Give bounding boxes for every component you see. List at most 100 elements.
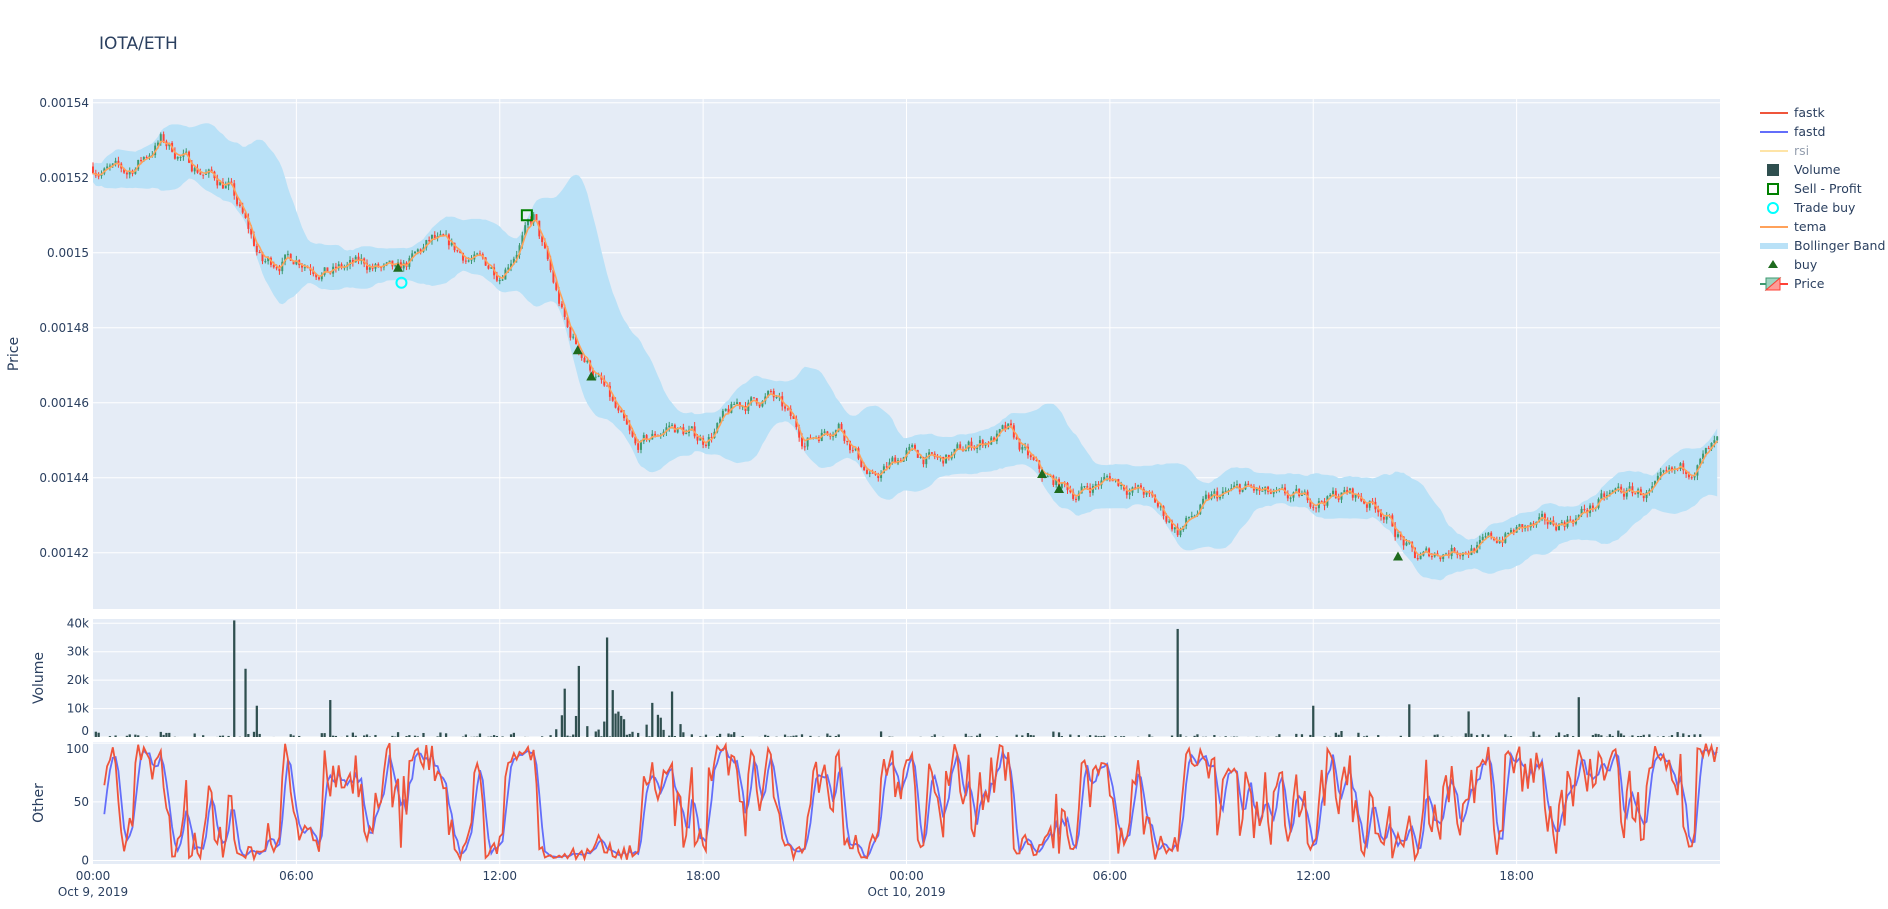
candle-body [736, 402, 739, 405]
buy-marker [586, 371, 597, 381]
candle-body [521, 235, 524, 246]
volume-bar [679, 724, 682, 737]
candle-body [956, 444, 959, 449]
candle-body [145, 157, 148, 159]
candle [264, 258, 267, 264]
candle-body [1261, 490, 1264, 492]
price-axis-title: Price [6, 337, 22, 371]
candle [1428, 547, 1431, 558]
candle [1354, 493, 1357, 502]
volume-bar [227, 735, 230, 737]
candle-body [264, 261, 267, 263]
volume-bar [670, 691, 674, 737]
volume-bar [258, 733, 261, 737]
candle-body [786, 408, 789, 410]
volume-bar [1699, 734, 1702, 737]
candle [1026, 443, 1029, 459]
volume-bar [597, 729, 600, 737]
candle [970, 437, 973, 451]
candle [1707, 445, 1710, 450]
candle [1651, 482, 1654, 493]
candle-body [255, 245, 258, 253]
legend-item-fastk[interactable]: fastk [1760, 105, 1825, 120]
trade-buy-marker [395, 276, 408, 289]
candle-body [303, 267, 306, 269]
candle-body [849, 441, 851, 451]
candle-body [1656, 475, 1659, 482]
candle-body [583, 357, 586, 363]
candle-body [1645, 492, 1648, 499]
candle [959, 441, 962, 450]
candle-body [1368, 500, 1371, 508]
candle [1108, 472, 1111, 482]
candle [1512, 528, 1515, 536]
legend-item-trade-buy[interactable]: Trade buy [1767, 200, 1856, 215]
candle-body [1487, 532, 1490, 537]
volume-bar [1617, 730, 1620, 737]
fastk-line [103, 741, 1719, 863]
candle-body [699, 438, 702, 441]
candle-body [1001, 425, 1004, 430]
legend-item-tema[interactable]: tema [1760, 219, 1826, 234]
candle-body [1046, 476, 1049, 478]
volume-bar [247, 733, 250, 737]
volume-bar [631, 731, 634, 737]
legend-label: tema [1794, 219, 1826, 234]
candle-body [1052, 475, 1055, 485]
candle-body [1086, 486, 1089, 488]
volume-bar [405, 736, 408, 737]
candle-body [1021, 447, 1024, 450]
legend-item-buy[interactable]: buy [1768, 257, 1818, 272]
legend-item-price[interactable]: Price [1760, 276, 1825, 292]
candle-body [1399, 534, 1402, 537]
volume-bar [1032, 735, 1035, 737]
candle-body [1332, 490, 1335, 495]
candle [1289, 496, 1292, 503]
price-y-tick-label: 0.00142 [39, 546, 89, 560]
volume-bar [1069, 734, 1072, 737]
candle-body [1004, 425, 1007, 429]
candle-body [1329, 494, 1332, 497]
candle-body [1125, 489, 1128, 495]
candle [1072, 488, 1075, 501]
candle [1272, 488, 1275, 498]
volume-bar [975, 735, 979, 737]
candle-body [925, 456, 928, 465]
candle [1241, 489, 1244, 493]
candle [1128, 488, 1131, 500]
volume-y-tick-label: 20k [67, 673, 89, 687]
tema-line [92, 140, 1718, 558]
volume-bar [1026, 733, 1030, 737]
candle [928, 448, 931, 460]
legend-item-bollinger[interactable]: Bollinger Band [1760, 238, 1885, 253]
volume-bar [1295, 733, 1298, 737]
candle [1168, 519, 1171, 524]
volume-bar [1100, 736, 1103, 737]
candle-body [617, 407, 620, 411]
candle-body [507, 267, 510, 270]
candle-body [117, 160, 120, 164]
candle-body [1521, 524, 1524, 529]
candle-body [97, 175, 100, 177]
volume-bar [1487, 734, 1490, 737]
candle-body [142, 157, 145, 161]
volume-bar [408, 735, 411, 737]
legend[interactable]: fastk fastd rsi Volume Sell - Profit Trade bu… [1760, 105, 1885, 292]
candle-body [894, 457, 897, 464]
legend-item-fastd[interactable]: fastd [1760, 124, 1825, 139]
candle [1665, 466, 1668, 473]
volume-bar [1148, 734, 1151, 737]
legend-item-sell-profit[interactable]: Sell - Profit [1767, 181, 1862, 196]
legend-item-rsi[interactable]: rsi [1760, 143, 1809, 158]
candle-body [1430, 556, 1433, 558]
candle-body [654, 433, 657, 436]
volume-bar [365, 734, 369, 737]
candle-body [908, 446, 911, 451]
volume-bar [1594, 733, 1597, 737]
legend-item-volume[interactable]: Volume [1767, 162, 1841, 177]
volume-bar [704, 734, 708, 737]
candle [572, 333, 575, 340]
volume-bar [202, 735, 205, 737]
volume-bar [244, 668, 247, 737]
candle [173, 147, 176, 160]
